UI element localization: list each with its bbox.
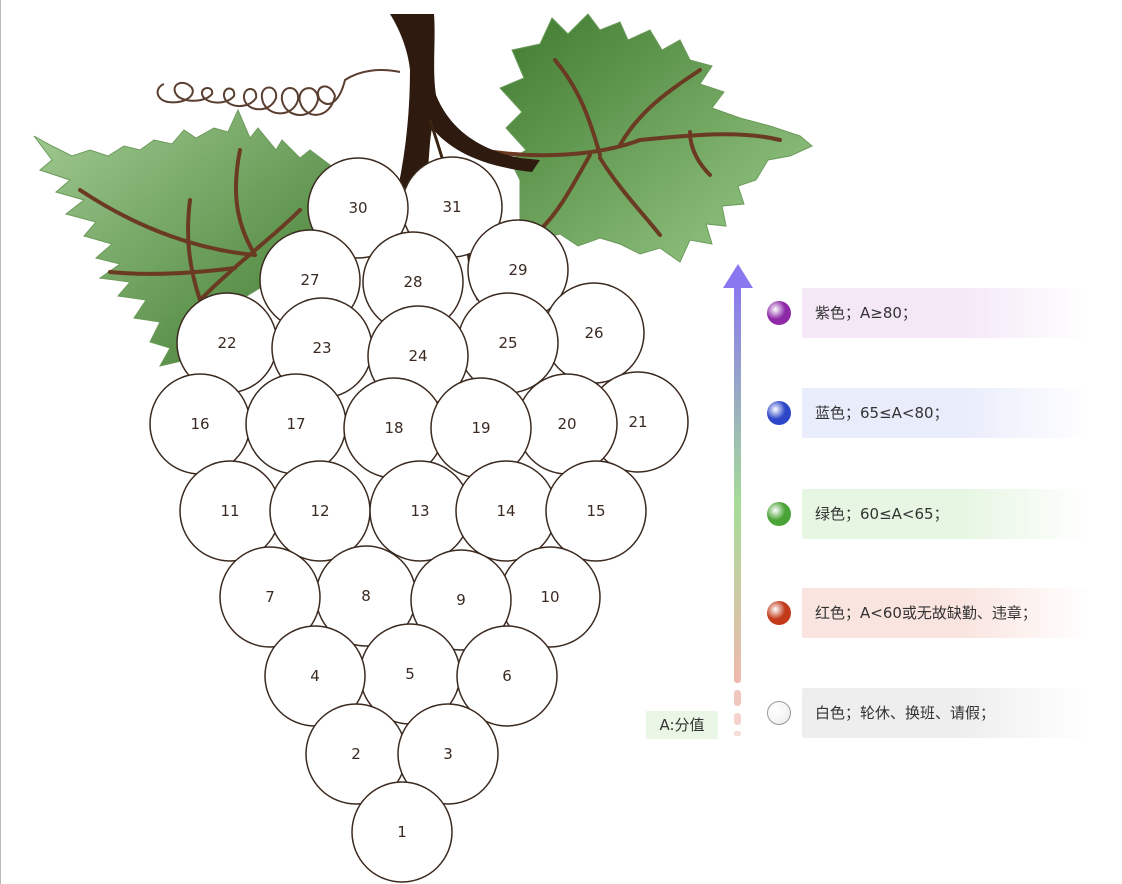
grape: 16 bbox=[149, 373, 251, 475]
grape-label: 21 bbox=[628, 413, 647, 431]
grape-label: 2 bbox=[351, 745, 361, 763]
green-dot-icon bbox=[767, 502, 791, 526]
white-dot-icon bbox=[767, 701, 791, 725]
grape-label: 30 bbox=[348, 199, 367, 217]
legend-label: 蓝色；65≤A<80； bbox=[815, 404, 949, 422]
right-leaf-veins bbox=[478, 58, 782, 237]
grape-label: 26 bbox=[584, 324, 603, 342]
grape-label: 3 bbox=[443, 745, 453, 763]
legend-band bbox=[802, 288, 1090, 338]
grape: 15 bbox=[545, 460, 647, 562]
axis-dash-2 bbox=[734, 713, 741, 725]
grape: 10 bbox=[499, 546, 601, 648]
grape-label: 31 bbox=[442, 198, 461, 216]
grape-label: 15 bbox=[586, 502, 605, 520]
grape: 12 bbox=[269, 460, 371, 562]
grape-circle bbox=[351, 781, 453, 883]
legend-item-green: 绿色；60≤A<65； bbox=[760, 489, 1090, 539]
grape-circle bbox=[219, 546, 321, 648]
frame-border bbox=[0, 0, 1, 884]
legend-band bbox=[802, 588, 1090, 638]
main-stem bbox=[390, 14, 540, 188]
grape-label: 5 bbox=[405, 665, 415, 683]
red-dot-icon bbox=[767, 601, 791, 625]
grape: 28 bbox=[362, 231, 464, 333]
grape: 20 bbox=[516, 373, 618, 475]
grape-label: 4 bbox=[310, 667, 320, 685]
axis-arrowhead bbox=[723, 264, 753, 288]
legend-band bbox=[802, 688, 1090, 738]
blue-dot-icon bbox=[767, 401, 791, 425]
grape-label: 6 bbox=[502, 667, 512, 685]
grape: 26 bbox=[543, 282, 645, 384]
grape-circle bbox=[456, 625, 558, 727]
grape: 6 bbox=[456, 625, 558, 727]
grape-label: 16 bbox=[190, 415, 209, 433]
grape-label: 1 bbox=[397, 823, 407, 841]
grape-label: 29 bbox=[508, 261, 527, 279]
grape-label: 14 bbox=[496, 502, 515, 520]
grape-label: 17 bbox=[286, 415, 305, 433]
legend-item-white: 白色；轮休、换班、请假； bbox=[760, 688, 1090, 738]
grape-label: 23 bbox=[312, 339, 331, 357]
tendril bbox=[156, 69, 401, 116]
grape: 21 bbox=[587, 371, 689, 473]
grape-label: 18 bbox=[384, 419, 403, 437]
grape: 30 bbox=[307, 157, 409, 259]
grape-label: 9 bbox=[456, 591, 466, 609]
axis-dash-1 bbox=[734, 690, 741, 706]
grape-circle bbox=[410, 549, 512, 651]
grape: 3 bbox=[397, 703, 499, 805]
purple-dot-icon bbox=[767, 301, 791, 325]
grape: 2 bbox=[305, 703, 407, 805]
legend-item-red: 红色；A<60或无故缺勤、违章； bbox=[760, 588, 1090, 638]
legend-band bbox=[802, 489, 1090, 539]
legend-label: 紫色；A≥80； bbox=[815, 304, 917, 322]
grape-label: 24 bbox=[408, 347, 427, 365]
grape: 9 bbox=[410, 549, 512, 651]
legend-item-purple: 紫色；A≥80； bbox=[760, 288, 1090, 338]
axis-label: A:分值 bbox=[646, 711, 718, 739]
legend-label: 绿色；60≤A<65； bbox=[815, 505, 949, 523]
axis-dash-3 bbox=[734, 731, 741, 736]
grape-label: 10 bbox=[540, 588, 559, 606]
grape-label: 19 bbox=[471, 419, 490, 437]
grape-label: 22 bbox=[217, 334, 236, 352]
grape-label: 25 bbox=[498, 334, 517, 352]
grape: 7 bbox=[219, 546, 321, 648]
grape-circle bbox=[397, 703, 499, 805]
grape-label: 13 bbox=[410, 502, 429, 520]
left-leaf-veins bbox=[78, 148, 302, 302]
legend-label: 红色；A<60或无故缺勤、违章； bbox=[815, 604, 1037, 622]
legend-item-blue: 蓝色；65≤A<80； bbox=[760, 388, 1090, 438]
grape: 31 bbox=[401, 156, 503, 258]
grape-label: 7 bbox=[265, 588, 275, 606]
grape-label: 28 bbox=[403, 273, 422, 291]
grape-label: 12 bbox=[310, 502, 329, 520]
legend-band bbox=[802, 388, 1090, 438]
grape-label: 11 bbox=[220, 502, 239, 520]
grape-label: 20 bbox=[557, 415, 576, 433]
legend-label: 白色；轮休、换班、请假； bbox=[815, 704, 996, 722]
grape-label: 27 bbox=[300, 271, 319, 289]
score-axis bbox=[723, 264, 753, 736]
grape: 14 bbox=[455, 460, 557, 562]
grape: 1 bbox=[351, 781, 453, 883]
grape-label: 8 bbox=[361, 587, 371, 605]
grape-circle bbox=[545, 460, 647, 562]
grape: 17 bbox=[245, 373, 347, 475]
grape: 11 bbox=[179, 460, 281, 562]
grape: 13 bbox=[369, 460, 471, 562]
grape-circle bbox=[307, 157, 409, 259]
axis-bar bbox=[734, 285, 741, 683]
